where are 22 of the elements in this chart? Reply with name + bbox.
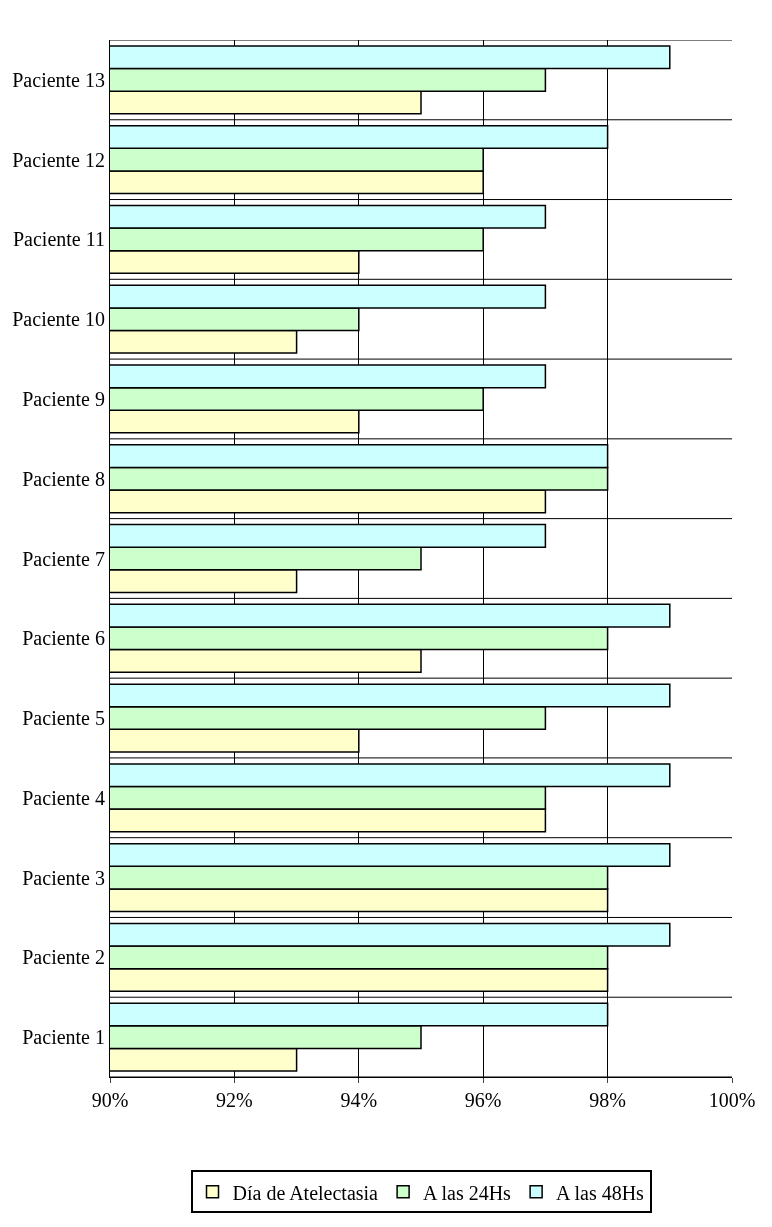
legend-label: Día de Atelectasia xyxy=(232,1181,379,1204)
x-tick-label: 100% xyxy=(708,1089,756,1111)
y-tick-label: Paciente 2 xyxy=(22,946,105,969)
y-tick-label: Paciente 7 xyxy=(22,547,105,570)
y-tick-label: Paciente 10 xyxy=(12,308,105,331)
y-tick-label: Paciente 4 xyxy=(22,786,105,809)
y-tick-label: Paciente 3 xyxy=(22,866,105,889)
y-tick-label: Paciente 6 xyxy=(22,627,105,650)
x-tick-label: 96% xyxy=(464,1089,502,1111)
y-tick-label: Paciente 12 xyxy=(12,148,105,171)
y-tick-label: Paciente 1 xyxy=(22,1026,105,1049)
legend-label: A las 24Hs xyxy=(423,1181,512,1204)
legend-label: A las 48Hs xyxy=(556,1181,645,1204)
x-tick-label: 92% xyxy=(216,1089,253,1111)
y-tick-label: Paciente 8 xyxy=(22,467,105,490)
y-tick-label: Paciente 13 xyxy=(12,68,105,91)
y-tick-label: Paciente 9 xyxy=(22,387,105,410)
x-tick-label: 94% xyxy=(340,1089,378,1111)
x-tick-label: 90% xyxy=(91,1089,129,1111)
y-tick-label: Paciente 11 xyxy=(12,228,105,251)
x-tick-label: 98% xyxy=(589,1089,626,1111)
y-tick-label: Paciente 5 xyxy=(22,707,105,730)
